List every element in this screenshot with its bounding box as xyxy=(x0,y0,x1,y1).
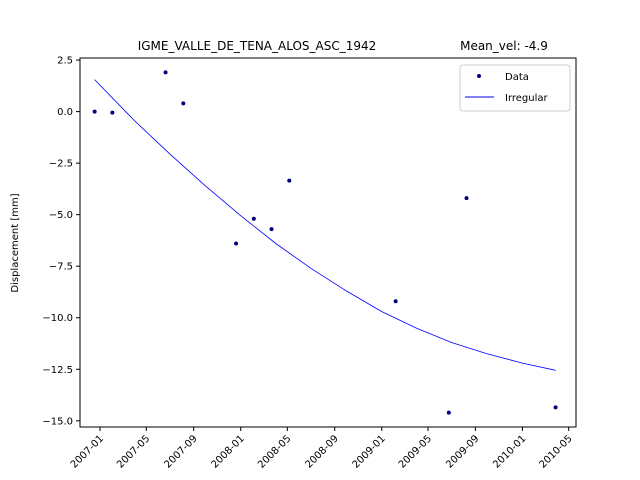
data-point xyxy=(234,241,239,246)
data-point xyxy=(181,101,186,106)
x-tick-label: 2010-01 xyxy=(491,433,528,470)
y-tick-label: 2.5 xyxy=(57,56,73,67)
y-tick-label: −10.0 xyxy=(42,313,73,324)
x-tick-label: 2009-05 xyxy=(397,433,434,470)
data-point xyxy=(92,109,97,114)
y-tick-label: −15.0 xyxy=(42,416,73,427)
irregular-fit-line xyxy=(94,79,556,371)
legend-data-label: Data xyxy=(505,72,529,83)
x-tick-label: 2007-01 xyxy=(69,433,106,470)
x-tick-label: 2007-09 xyxy=(162,433,199,470)
chart-subtitle: Mean_vel: -4.9 xyxy=(460,39,548,53)
y-axis-label: Displacement [mm] xyxy=(10,193,21,292)
x-tick-label: 2007-05 xyxy=(115,433,152,470)
legend: Data Irregular xyxy=(459,64,571,112)
series-layer xyxy=(92,70,558,415)
x-tick-label: 2008-09 xyxy=(304,433,341,470)
plot-frame xyxy=(79,57,577,428)
data-point xyxy=(393,299,398,304)
x-tick-label: 2009-09 xyxy=(444,433,481,470)
data-point xyxy=(464,196,469,201)
data-point xyxy=(269,227,274,232)
y-tick-label: −5.0 xyxy=(49,210,73,221)
y-tick-label: 0.0 xyxy=(57,107,73,118)
x-tick-label: 2008-05 xyxy=(256,433,293,470)
x-axis: 2007-01 2007-05 2007-09 2008-01 2008-05 2008-… xyxy=(69,427,575,471)
y-tick-label: −2.5 xyxy=(49,159,73,170)
data-point xyxy=(163,70,168,75)
data-point xyxy=(110,110,115,115)
legend-irregular-label: Irregular xyxy=(505,93,549,104)
chart-title: IGME_VALLE_DE_TENA_ALOS_ASC_1942 xyxy=(138,39,377,53)
y-axis: 2.5 0.0 −2.5 −5.0 −7.5 −10.0 −12.5 −15.0 xyxy=(42,56,80,427)
y-tick-label: −7.5 xyxy=(49,262,73,273)
x-tick-label: 2009-01 xyxy=(351,433,388,470)
data-point xyxy=(553,405,558,410)
x-tick-label: 2010-05 xyxy=(537,433,574,470)
x-tick-label: 2008-01 xyxy=(209,433,246,470)
data-point xyxy=(287,178,292,183)
legend-box xyxy=(459,64,571,112)
legend-data-marker xyxy=(477,74,481,78)
data-point xyxy=(446,410,451,415)
y-tick-label: −12.5 xyxy=(42,365,73,376)
data-point xyxy=(251,216,256,221)
